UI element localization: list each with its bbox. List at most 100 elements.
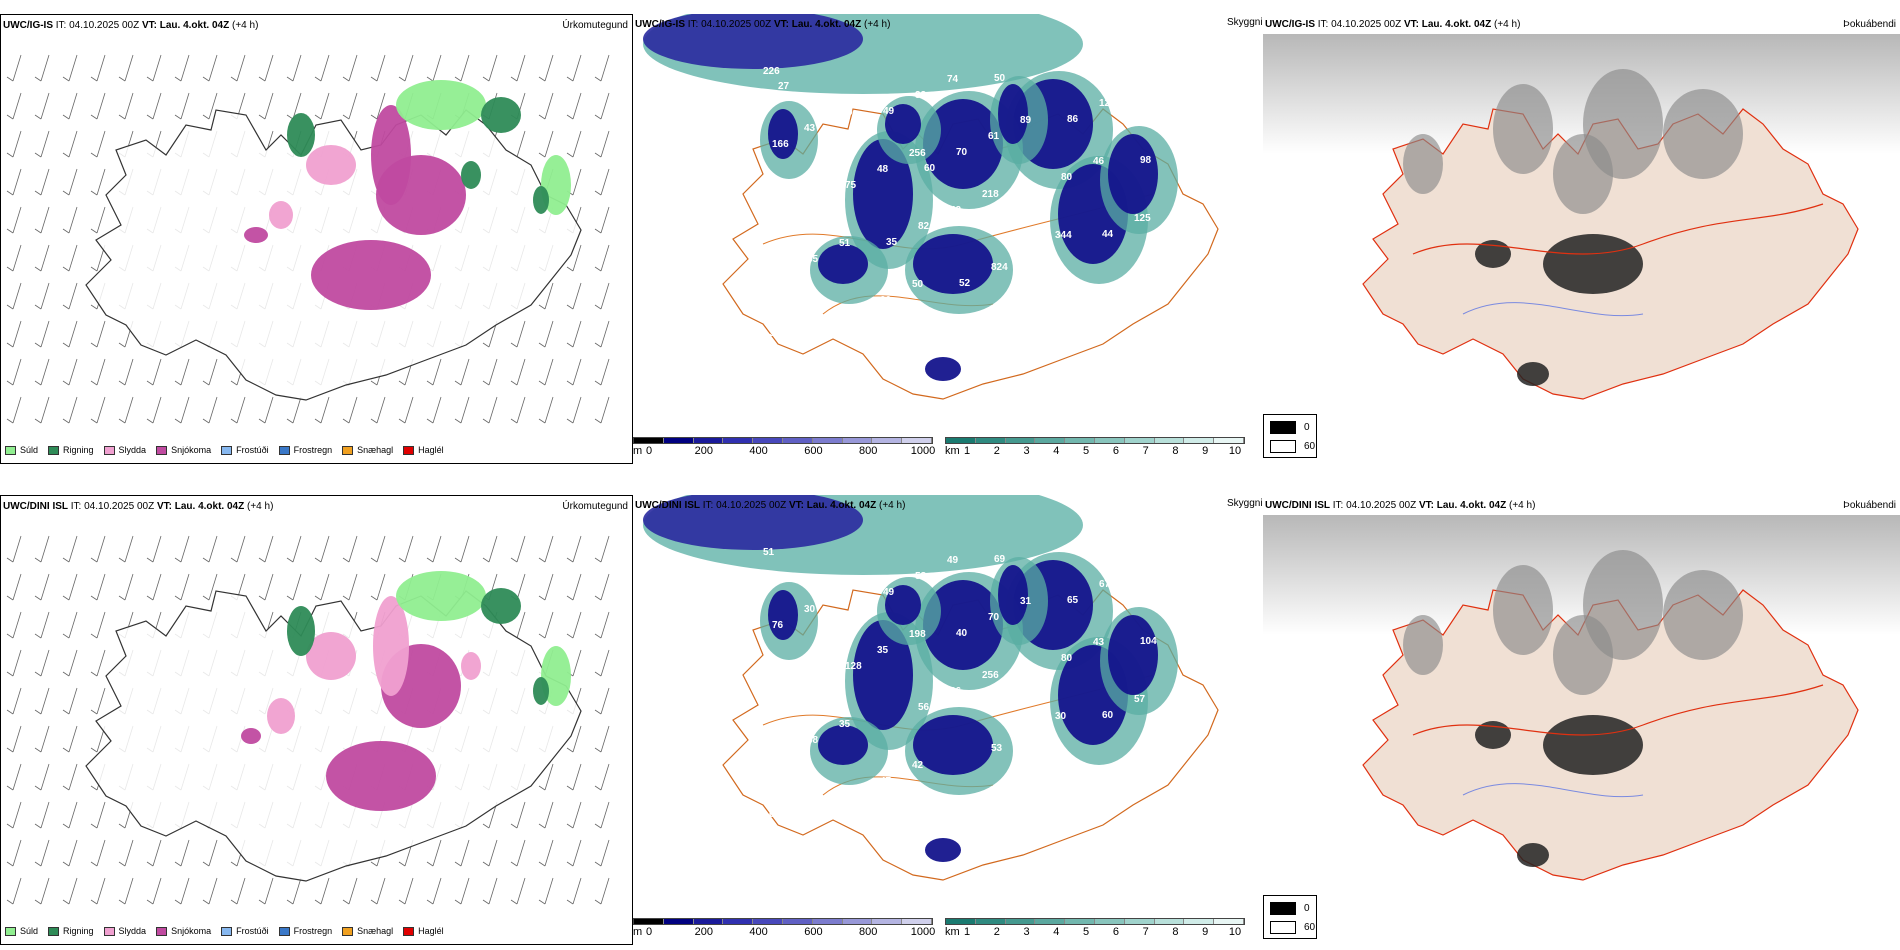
wind-barb-flag	[594, 785, 602, 791]
wind-barb	[264, 396, 274, 424]
wind-barb-flag	[342, 595, 350, 601]
ceiling-label: 70	[813, 196, 825, 207]
wind-barb	[12, 877, 22, 905]
wind-barb	[572, 282, 582, 310]
ceiling-label: 256	[982, 670, 999, 681]
ceiling-label: 61	[766, 197, 778, 208]
ceiling-label: 86	[1067, 114, 1079, 125]
wind-barb	[96, 320, 106, 348]
wind-barb-flag	[62, 380, 70, 386]
wind-barb	[516, 611, 526, 639]
wind-barb-flag	[90, 380, 98, 386]
ceiling-label: 39	[1058, 842, 1070, 853]
ceiling-label: 105	[1128, 752, 1145, 763]
wind-barb-flag	[426, 380, 434, 386]
wind-barb	[208, 358, 218, 386]
wind-barb-flag	[538, 380, 546, 386]
wind-barb-flag	[482, 823, 490, 829]
wind-barb-flag	[258, 418, 266, 424]
wind-barb-flag	[510, 557, 518, 563]
wind-barb-flag	[6, 671, 14, 677]
wind-barb-flag	[230, 557, 238, 563]
ceiling-label: 39	[874, 834, 886, 845]
ceiling-label: 75	[845, 180, 857, 191]
wind-barb	[572, 839, 582, 867]
ceiling-label: 122	[1029, 669, 1046, 680]
wind-barb	[600, 206, 610, 234]
wind-barb	[572, 244, 582, 272]
wind-barb	[320, 877, 330, 905]
wind-barb-flag	[594, 152, 602, 158]
wind-barb-flag	[118, 861, 126, 867]
wind-barb-flag	[90, 342, 98, 348]
panel-header: UWC/DINI ISL IT: 04.10.2025 00Z VT: Lau.…	[635, 500, 906, 511]
wind-barb-flag	[62, 557, 70, 563]
wind-barb-flag	[62, 190, 70, 196]
precip-type-map	[6, 535, 610, 905]
fog-panel-bottom: UWC/DINI ISL IT: 04.10.2025 00Z VT: Lau.…	[1263, 495, 1900, 945]
wind-barb-flag	[6, 595, 14, 601]
ceiling-label: 166	[772, 139, 789, 150]
legend-swatch	[342, 445, 354, 455]
wind-barb-flag	[258, 595, 266, 601]
wind-barb	[572, 611, 582, 639]
wind-barb	[572, 535, 582, 563]
fog-sky-gradient	[1263, 34, 1900, 154]
wind-barb	[544, 282, 554, 310]
wind-barb-flag	[370, 76, 378, 82]
wind-barb-flag	[34, 190, 42, 196]
wind-barb-flag	[538, 114, 546, 120]
wind-barb-flag	[146, 899, 154, 905]
fog-title: Þokuábendi	[1843, 19, 1896, 30]
precip-area	[306, 632, 356, 680]
wind-barb	[264, 573, 274, 601]
wind-barb	[40, 358, 50, 386]
wind-barb-flag	[482, 418, 490, 424]
colorbar-tick: 1	[963, 445, 971, 457]
wind-barb-flag	[34, 861, 42, 867]
wind-barb-flag	[90, 785, 98, 791]
road-line	[1412, 203, 1824, 255]
wind-barb	[376, 396, 386, 424]
ceiling-label: 46	[836, 588, 848, 599]
wind-barb-flag	[482, 342, 490, 348]
wind-barb	[600, 244, 610, 272]
precip-area	[461, 161, 481, 189]
wind-barb	[236, 877, 246, 905]
ceiling-label: 28	[848, 792, 860, 803]
ceiling-area	[925, 357, 961, 381]
wind-barb	[488, 839, 498, 867]
ceiling-label: 70	[956, 147, 968, 158]
ceiling-label: 42	[912, 760, 924, 771]
wind-barb	[208, 839, 218, 867]
ceiling-label: 68	[807, 735, 819, 746]
wind-barb	[236, 54, 246, 82]
ceiling-area	[885, 585, 921, 625]
legend-item: Haglél	[403, 926, 444, 936]
fog-area	[1493, 565, 1553, 655]
colorbar-tick: 200	[694, 445, 713, 457]
ceiling-area	[923, 580, 1003, 670]
colorbar-cell	[842, 919, 873, 924]
wind-barb-flag	[62, 76, 70, 82]
wind-barb-flag	[566, 823, 574, 829]
precip-area	[461, 652, 481, 680]
wind-barb	[96, 396, 106, 424]
ceiling-label: 89	[1020, 115, 1032, 126]
ceiling-area	[853, 620, 913, 730]
wind-barb-flag	[538, 785, 546, 791]
legend-swatch	[403, 926, 415, 936]
wind-barb-flag	[34, 557, 42, 563]
wind-barb-flag	[426, 861, 434, 867]
ceiling-visibility-map: 226 290 256 218 344 70 20 95 74 89 46 61 51 50 37 47 55 4…	[643, 14, 1219, 400]
wind-barb-flag	[34, 76, 42, 82]
ceiling-label: 40	[956, 628, 968, 639]
ceiling-label: 47	[1058, 361, 1070, 372]
panel-header: UWC/DINI ISL IT: 04.10.2025 00Z VT: Lau.…	[1265, 500, 1536, 511]
ceiling-label: 13	[1105, 360, 1117, 371]
wind-barb-flag	[62, 342, 70, 348]
wind-barb-flag	[594, 304, 602, 310]
wind-barb-flag	[118, 380, 126, 386]
wind-barb	[12, 396, 22, 424]
colorbar-strip	[945, 918, 1245, 925]
